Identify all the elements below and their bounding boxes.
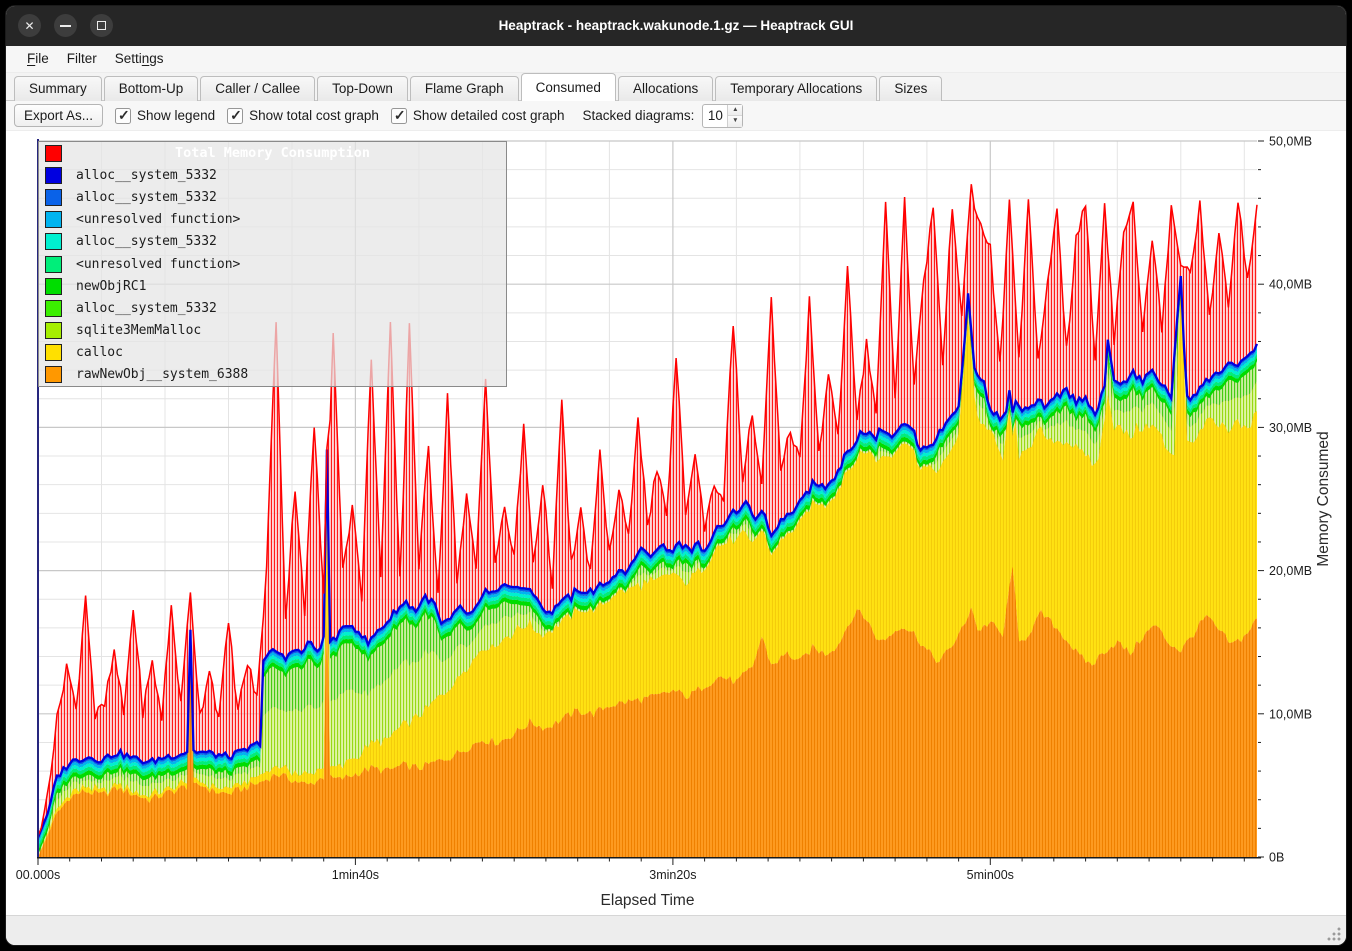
legend-label: alloc__system_5332 [76, 167, 217, 183]
tab-bar: Summary Bottom-Up Caller / Callee Top-Do… [6, 73, 1346, 101]
checkbox-label: Show legend [137, 108, 216, 123]
legend-swatch [45, 277, 62, 295]
legend-label: <unresolved function> [76, 256, 241, 272]
legend-item: alloc__system_5332 [39, 297, 506, 319]
spinbox-value: 10 [707, 107, 723, 123]
tab-flame-graph[interactable]: Flame Graph [409, 76, 519, 101]
legend-swatch [45, 366, 62, 384]
svg-text:3min20s: 3min20s [649, 868, 696, 882]
menubar: File Filter Settings [6, 46, 1346, 73]
legend-swatch [45, 144, 62, 162]
resize-grip[interactable] [1327, 927, 1341, 941]
svg-text:Elapsed Time: Elapsed Time [601, 892, 695, 909]
svg-text:30,0MB: 30,0MB [1269, 421, 1312, 435]
svg-text:40,0MB: 40,0MB [1269, 278, 1312, 292]
chart-svg: 00.000s 1min40s 3min20s 5min00s 0B 10,0MB 20,0… [16, 135, 1332, 910]
legend-label: alloc__system_5332 [76, 234, 217, 250]
chart-legend: Total Memory Consumption alloc__system_53… [38, 141, 507, 387]
toolbar: Export As... Show legend Show total cost… [6, 101, 1346, 131]
legend-item: <unresolved function> [39, 253, 506, 275]
tab-summary[interactable]: Summary [14, 76, 102, 101]
legend-swatch [45, 344, 62, 362]
checkbox-box [227, 107, 244, 124]
legend-item: <unresolved function> [39, 209, 506, 231]
close-icon: ✕ [24, 18, 35, 33]
tab-temporary-allocations[interactable]: Temporary Allocations [715, 76, 878, 101]
heaptrack-window: ✕ Heaptrack - heaptrack.wakunode.1.gz — … [6, 6, 1346, 945]
svg-text:0B: 0B [1269, 851, 1284, 865]
checkbox-label: Show detailed cost graph [412, 108, 565, 123]
svg-text:20,0MB: 20,0MB [1269, 564, 1312, 578]
legend-item: rawNewObj__system_6388 [39, 364, 506, 386]
checkbox-label: Show total cost graph [249, 108, 379, 123]
legend-label: Total Memory Consumption [174, 145, 371, 162]
status-bar [6, 915, 1346, 945]
legend-item: Total Memory Consumption [39, 142, 506, 164]
tab-caller-callee[interactable]: Caller / Callee [200, 76, 316, 101]
legend-label: alloc__system_5332 [76, 300, 217, 316]
show-total-cost-graph-checkbox[interactable]: Show total cost graph [227, 107, 379, 124]
legend-item: alloc__system_5332 [39, 164, 506, 186]
legend-swatch [45, 299, 62, 317]
window-title: Heaptrack - heaptrack.wakunode.1.gz — He… [498, 18, 854, 33]
maximize-button[interactable] [90, 14, 113, 37]
legend-swatch [45, 255, 62, 273]
svg-text:5min00s: 5min00s [967, 868, 1014, 882]
legend-label: calloc [76, 345, 123, 361]
spin-up-button[interactable]: ▲ [728, 104, 743, 116]
legend-swatch [45, 211, 62, 229]
minimize-button[interactable] [54, 14, 77, 37]
menu-filter[interactable]: Filter [66, 51, 97, 66]
legend-label: alloc__system_5332 [76, 189, 217, 205]
legend-item: newObjRC1 [39, 275, 506, 297]
legend-label: rawNewObj__system_6388 [76, 367, 249, 383]
export-as-button[interactable]: Export As... [14, 104, 104, 127]
svg-text:Memory Consumed: Memory Consumed [1315, 431, 1332, 566]
tab-sizes[interactable]: Sizes [879, 76, 943, 101]
checkbox-box [115, 107, 132, 124]
legend-swatch [45, 166, 62, 184]
minimize-icon [60, 25, 71, 27]
maximize-icon [97, 21, 106, 30]
stacked-diagrams-label: Stacked diagrams: [582, 108, 695, 123]
svg-text:10,0MB: 10,0MB [1269, 707, 1312, 721]
legend-swatch [45, 188, 62, 206]
tab-allocations[interactable]: Allocations [617, 76, 714, 101]
window-controls: ✕ [18, 14, 113, 37]
checkbox-box [390, 107, 407, 124]
svg-text:50,0MB: 50,0MB [1269, 135, 1312, 149]
memory-consumed-chart[interactable]: 00.000s 1min40s 3min20s 5min00s 0B 10,0MB 20,0… [6, 131, 1346, 915]
legend-item: sqlite3MemMalloc [39, 320, 506, 342]
tab-top-down[interactable]: Top-Down [317, 76, 408, 101]
show-detailed-cost-graph-checkbox[interactable]: Show detailed cost graph [390, 107, 565, 124]
svg-text:00.000s: 00.000s [16, 868, 60, 882]
legend-label: <unresolved function> [76, 212, 241, 228]
legend-label: sqlite3MemMalloc [76, 323, 202, 339]
legend-item: alloc__system_5332 [39, 186, 506, 208]
legend-item: alloc__system_5332 [39, 231, 506, 253]
legend-swatch [45, 233, 62, 251]
stacked-diagrams-spinbox[interactable]: 10 ▲ ▼ [702, 103, 744, 128]
tab-consumed[interactable]: Consumed [520, 73, 616, 101]
titlebar[interactable]: ✕ Heaptrack - heaptrack.wakunode.1.gz — … [6, 6, 1346, 46]
svg-text:1min40s: 1min40s [332, 868, 379, 882]
tab-bottom-up[interactable]: Bottom-Up [103, 76, 199, 101]
legend-swatch [45, 322, 62, 340]
menu-settings[interactable]: Settings [114, 51, 164, 66]
spin-down-button[interactable]: ▼ [728, 116, 743, 127]
show-legend-checkbox[interactable]: Show legend [115, 107, 216, 124]
legend-label: newObjRC1 [76, 278, 147, 294]
menu-file[interactable]: File [27, 51, 49, 66]
legend-item: calloc [39, 342, 506, 364]
close-button[interactable]: ✕ [18, 14, 41, 37]
